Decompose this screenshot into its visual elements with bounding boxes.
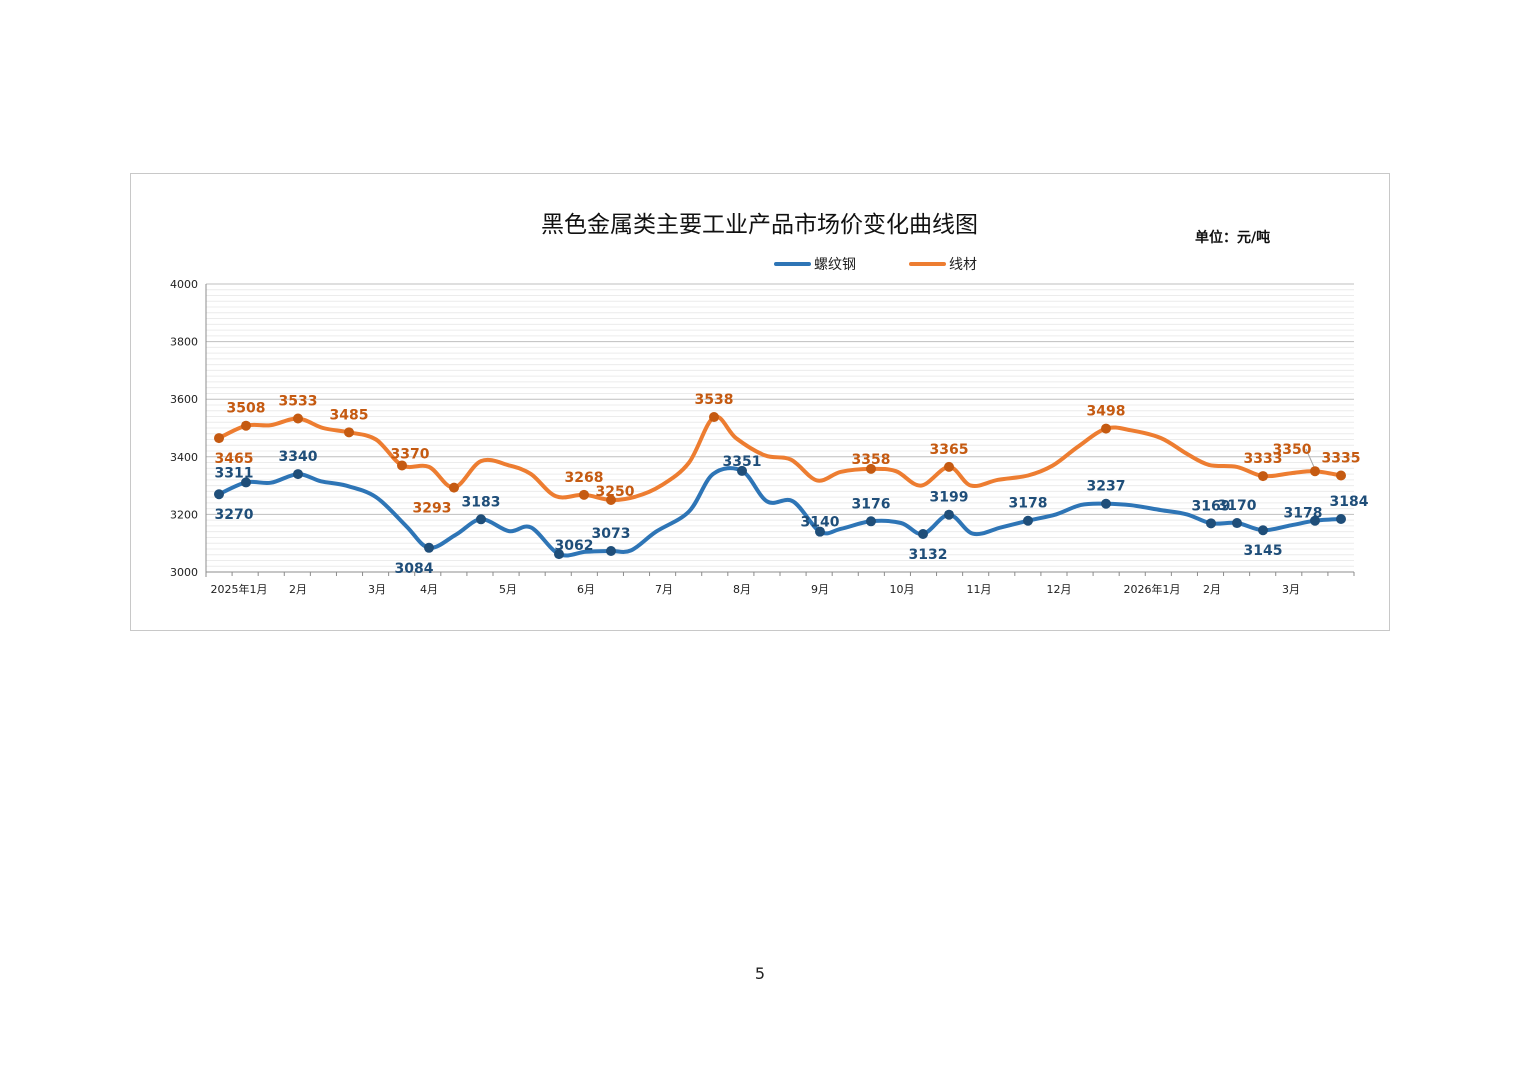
x-tick-label: 9月 — [811, 583, 829, 596]
data-label: 3498 — [1087, 404, 1126, 420]
data-point — [214, 489, 224, 500]
data-label: 3073 — [592, 526, 631, 542]
data-point — [579, 489, 589, 500]
data-label: 3145 — [1244, 543, 1283, 559]
x-tick-label: 2025年1月 — [211, 582, 268, 596]
x-tick-label: 10月 — [890, 583, 915, 596]
data-label: 3178 — [1009, 496, 1048, 512]
x-tick-label: 3月 — [368, 583, 386, 596]
data-point — [1023, 515, 1033, 526]
x-tick-label: 7月 — [655, 583, 673, 596]
data-label: 3169 — [1192, 498, 1231, 514]
label-leader-line — [1305, 448, 1315, 468]
data-point — [1258, 525, 1268, 536]
data-point — [1336, 514, 1346, 525]
series-line-0 — [217, 466, 1343, 558]
data-label: 3350 — [1273, 442, 1312, 458]
data-point — [866, 516, 876, 527]
data-point — [214, 433, 224, 444]
data-label: 3183 — [462, 494, 501, 510]
x-tick-label: 4月 — [420, 583, 438, 596]
x-tick-label: 5月 — [499, 583, 517, 596]
data-label: 3508 — [227, 401, 266, 417]
data-point — [944, 461, 954, 472]
x-tick-label: 2月 — [1203, 583, 1221, 596]
data-label: 3485 — [330, 407, 369, 423]
chart-title: 黑色金属类主要工业产品市场价变化曲线图 — [541, 212, 978, 238]
data-label: 3132 — [909, 547, 948, 563]
data-label: 3084 — [395, 561, 434, 577]
y-tick-label: 3200 — [170, 508, 198, 521]
data-label: 3062 — [555, 538, 594, 554]
data-point — [737, 465, 747, 476]
legend-label-1: 线材 — [949, 257, 977, 273]
data-point — [424, 542, 434, 553]
x-tick-label: 3月 — [1282, 583, 1300, 596]
data-label: 3293 — [413, 501, 452, 517]
data-label: 3270 — [215, 507, 254, 523]
x-tick-label: 8月 — [733, 583, 751, 596]
data-label: 3250 — [596, 484, 635, 500]
data-label: 3176 — [852, 496, 891, 512]
x-tick-label: 2月 — [289, 583, 307, 596]
data-point — [241, 420, 251, 431]
data-label: 3465 — [215, 451, 254, 467]
y-tick-label: 4000 — [170, 278, 198, 291]
y-tick-label: 3800 — [170, 336, 198, 349]
data-point — [1232, 518, 1242, 529]
data-point — [1258, 471, 1268, 482]
x-tick-label: 12月 — [1047, 583, 1072, 596]
data-label: 3333 — [1244, 451, 1283, 467]
data-label: 3533 — [279, 393, 318, 409]
data-label: 3358 — [852, 452, 891, 468]
data-label: 3140 — [801, 515, 840, 531]
data-label: 3199 — [930, 490, 969, 506]
data-point — [344, 427, 354, 438]
data-point — [866, 463, 876, 474]
data-label: 3370 — [391, 446, 430, 462]
data-point — [918, 528, 928, 539]
data-label: 3351 — [723, 454, 762, 470]
data-point — [1310, 515, 1320, 526]
price-line-chart: 黑色金属类主要工业产品市场价变化曲线图单位：元/吨螺纹钢 线材 3000 3200 34… — [170, 212, 1369, 596]
data-label: 3335 — [1322, 451, 1361, 467]
data-point — [554, 549, 564, 560]
x-tick-label: 2026年1月 — [1124, 582, 1181, 596]
x-tick-label: 6月 — [577, 583, 595, 596]
chart-container: 黑色金属类主要工业产品市场价变化曲线图单位：元/吨螺纹钢 线材 3000 3200 34… — [130, 173, 1390, 631]
y-tick-label: 3400 — [170, 451, 198, 464]
data-point — [449, 482, 459, 493]
data-label: 3237 — [1087, 479, 1126, 495]
data-label: 3170 — [1218, 498, 1257, 514]
data-point — [1101, 423, 1111, 434]
data-label: 3268 — [565, 470, 604, 486]
y-tick-label: 3000 — [170, 566, 198, 579]
data-point — [1336, 470, 1346, 481]
data-point — [397, 460, 407, 471]
data-point — [944, 509, 954, 520]
data-point — [293, 413, 303, 424]
data-point — [1206, 518, 1216, 529]
data-point — [1310, 466, 1320, 477]
data-point — [815, 526, 825, 537]
data-label: 3311 — [215, 465, 254, 481]
x-tick-label: 11月 — [967, 583, 992, 596]
data-point — [606, 495, 616, 505]
data-point — [241, 477, 251, 488]
y-tick-label: 3600 — [170, 393, 198, 406]
unit-label: 单位：元/吨 — [1195, 229, 1270, 246]
data-point — [709, 412, 719, 423]
legend-label-0: 螺纹钢 — [814, 257, 856, 273]
data-label: 3365 — [930, 442, 969, 458]
data-point — [606, 545, 616, 556]
data-label: 3538 — [695, 392, 734, 408]
data-point — [1101, 498, 1111, 509]
data-point — [476, 514, 486, 525]
data-label: 3340 — [279, 449, 318, 465]
page-number: 5 — [754, 964, 766, 983]
data-label: 3178 — [1284, 506, 1323, 522]
series-line-1 — [217, 414, 1343, 503]
data-label: 3184 — [1330, 494, 1369, 510]
data-point — [293, 469, 303, 480]
